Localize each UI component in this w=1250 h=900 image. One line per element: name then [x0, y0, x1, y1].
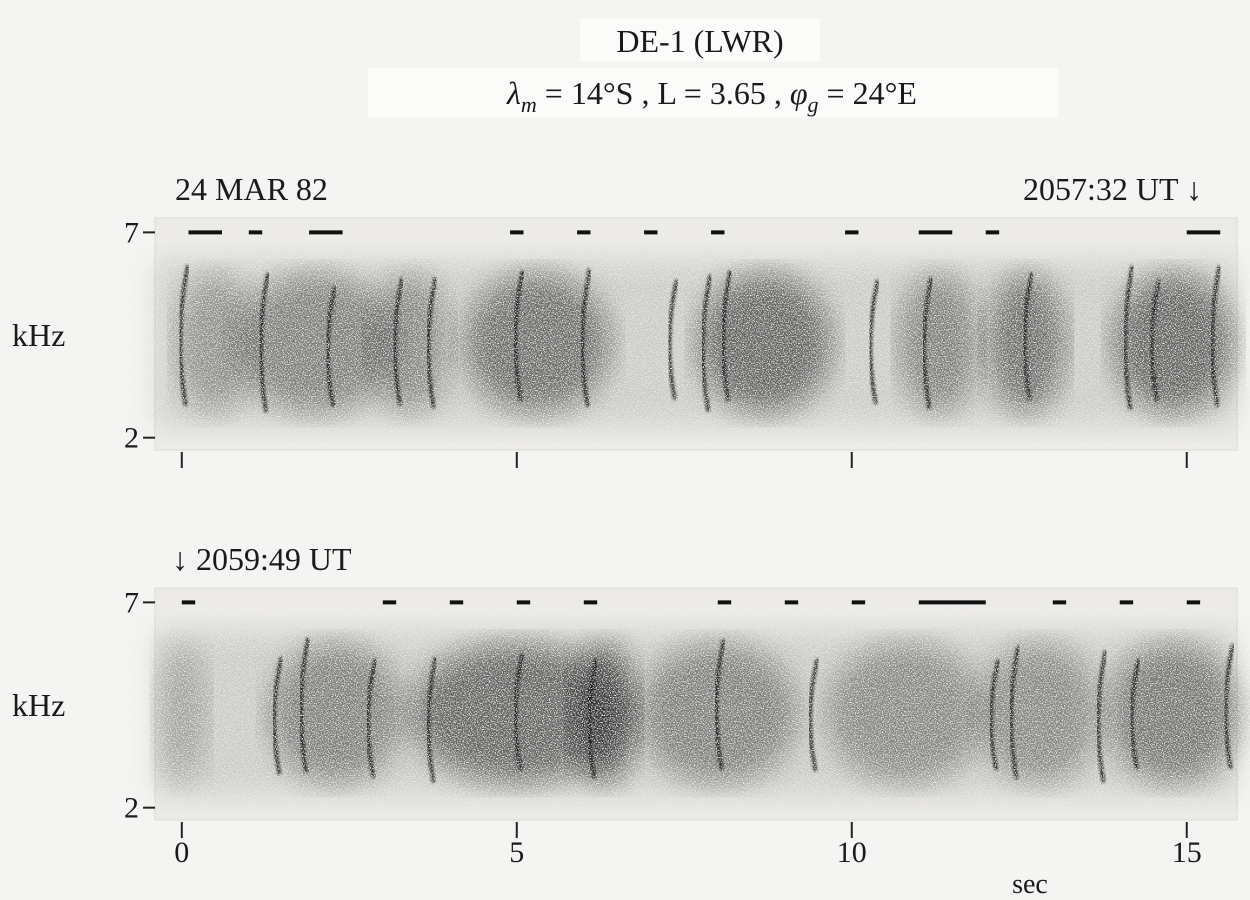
- whistler: [1223, 643, 1235, 770]
- x-tick-label: 15: [1172, 836, 1202, 869]
- whistler: [258, 272, 271, 413]
- whistler: [921, 276, 934, 410]
- subtitle-part: φ: [790, 75, 808, 111]
- whistler: [720, 270, 733, 402]
- subtitle-part: λ: [506, 75, 521, 111]
- whistler: [1149, 278, 1162, 402]
- whistler: [1122, 265, 1135, 411]
- whistler: [298, 637, 311, 774]
- title-box: [580, 18, 820, 62]
- date-label: 24 MAR 82: [175, 171, 328, 207]
- whistler: [1129, 658, 1142, 770]
- y-axis-label: kHz: [12, 687, 65, 723]
- whistler: [272, 656, 284, 775]
- whistler: [1096, 649, 1108, 784]
- whistler: [426, 656, 438, 784]
- subtitle: λm = 14°S , L = 3.65 , φg = 24°E: [506, 75, 917, 117]
- spectrogram: [155, 261, 1237, 426]
- whistler: [365, 658, 378, 779]
- whistler: [1022, 272, 1034, 401]
- background-noise: [155, 261, 1237, 426]
- whistler: [1009, 645, 1021, 780]
- whistler: [988, 659, 1001, 771]
- y-tick-label: 2: [124, 422, 139, 455]
- whistler: [714, 638, 726, 771]
- whistler: [667, 279, 679, 400]
- x-axis-label: sec: [1012, 869, 1048, 900]
- whistler: [426, 276, 438, 409]
- x-tick-label: 0: [174, 836, 189, 869]
- whistler: [808, 658, 820, 772]
- whistler: [586, 658, 599, 779]
- whistler: [392, 277, 405, 406]
- subtitle-part: = 24°E: [819, 75, 917, 111]
- x-tick-label: 10: [837, 836, 867, 869]
- time-label: 2057:32 UT ↓: [1023, 171, 1202, 207]
- whistler: [868, 279, 880, 405]
- time-label: ↓ 2059:49 UT: [172, 541, 352, 577]
- whistler: [1210, 265, 1222, 408]
- subtitle-part: g: [808, 92, 819, 117]
- subtitle-box: [368, 68, 1058, 118]
- whistler: [513, 270, 525, 402]
- whistler: [513, 652, 525, 771]
- x-tick-label: 5: [509, 836, 524, 869]
- background-noise: [155, 631, 1237, 796]
- y-axis-label: kHz: [12, 317, 65, 353]
- y-tick-label: 7: [124, 586, 139, 619]
- whistler: [178, 264, 190, 407]
- whistler: [580, 268, 592, 408]
- whistler: [325, 285, 338, 407]
- spectrogram: [154, 631, 1241, 796]
- y-tick-label: 7: [124, 216, 139, 249]
- subtitle-part: = 14°S , L = 3.65 ,: [537, 75, 790, 111]
- subtitle-part: m: [521, 92, 537, 117]
- title: DE-1 (LWR): [616, 23, 783, 59]
- whistler: [700, 274, 713, 412]
- y-tick-label: 2: [124, 792, 139, 825]
